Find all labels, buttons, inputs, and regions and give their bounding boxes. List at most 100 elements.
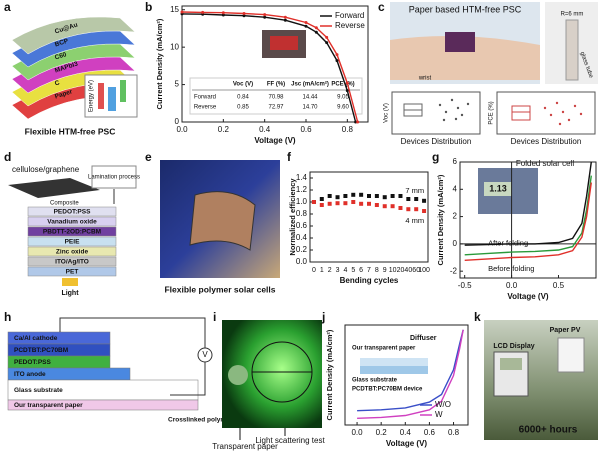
x-tick-label: -0.5 xyxy=(458,281,472,290)
inset-label: Energy (eV) xyxy=(89,80,95,112)
point xyxy=(327,194,332,198)
table-cell: 0.84 xyxy=(237,95,249,101)
plot-frame xyxy=(496,91,596,135)
plot-frame xyxy=(459,161,597,279)
y-axis-label: Current Density (mA/cm²) xyxy=(325,329,334,420)
y-axis-label: Normalized efficiency xyxy=(288,178,297,256)
point xyxy=(398,194,403,198)
panel-letter: a xyxy=(4,0,11,14)
layer-label: C60 xyxy=(54,51,68,61)
meter-display xyxy=(484,182,512,196)
x-axis-label: Voltage (V) xyxy=(386,439,428,448)
plot-frame xyxy=(391,91,481,135)
dot xyxy=(450,98,454,102)
layer xyxy=(7,399,199,411)
point xyxy=(374,203,379,207)
x-axis-label: Devices Distribution xyxy=(401,137,472,146)
x-tick-label: 40 xyxy=(404,267,412,274)
x-tick-label: 60 xyxy=(412,267,420,274)
point xyxy=(325,41,329,45)
point xyxy=(382,204,387,209)
table-cell: Reverse xyxy=(194,105,217,111)
table-cell: Forward xyxy=(194,95,216,101)
layer xyxy=(11,16,136,55)
x-tick-label: 0.4 xyxy=(259,125,271,134)
dot xyxy=(444,110,448,114)
table-cell: 14.70 xyxy=(302,105,318,111)
x-tick-label: 0.8 xyxy=(342,125,354,134)
panel-letter: f xyxy=(287,150,292,164)
series-line xyxy=(464,161,592,246)
energy-level xyxy=(108,87,116,111)
x-tick-label: 0.0 xyxy=(506,281,518,290)
legend-label: 7 mm xyxy=(405,186,424,195)
x-tick-label: 2 xyxy=(328,267,332,274)
dot xyxy=(561,110,565,114)
layer-label: PET xyxy=(66,269,79,276)
x-tick-label: 0.4 xyxy=(400,428,412,437)
dot xyxy=(466,102,470,106)
point xyxy=(351,192,356,197)
point xyxy=(343,194,348,198)
circuit xyxy=(59,317,206,396)
y-tick-label: 2 xyxy=(453,212,458,221)
paper-pv xyxy=(557,337,585,373)
y-tick-label: 0 xyxy=(453,239,458,248)
legend-label: W xyxy=(435,410,443,419)
x-tick-label: 0.5 xyxy=(553,281,565,290)
label: cellulose/graphene xyxy=(12,165,80,174)
x-tick-label: 0.0 xyxy=(351,428,363,437)
layer xyxy=(27,236,117,247)
y-tick-label: 0 xyxy=(175,117,180,126)
point xyxy=(367,194,371,198)
x-tick-label: 6 xyxy=(359,267,363,274)
point xyxy=(304,24,308,28)
legend-label: W/O xyxy=(435,400,451,409)
point xyxy=(382,195,387,200)
legend-label: Reverse xyxy=(335,21,365,30)
y-tick-label: 1.0 xyxy=(296,197,308,206)
label: LCD Display xyxy=(493,343,534,350)
legend-label: Before folding xyxy=(488,264,534,273)
y-tick-label: 6 xyxy=(453,157,458,166)
series-line xyxy=(357,329,464,412)
layer-label: Ca/Al cathode xyxy=(14,335,58,342)
panel-letter: c xyxy=(378,0,385,14)
x-tick-label: 0.2 xyxy=(376,428,388,437)
panel-letter: h xyxy=(4,310,11,324)
x-tick-label: 4 xyxy=(343,267,347,274)
point xyxy=(345,81,349,85)
table-cell: 0.85 xyxy=(237,105,249,111)
point xyxy=(221,13,225,17)
x-tick-label: 7 xyxy=(367,267,371,274)
panel-letter: g xyxy=(432,150,439,164)
table-header: PCE (%) xyxy=(331,82,354,88)
layer-label: PEDOT:PSS xyxy=(14,359,52,366)
label: wrist xyxy=(418,76,432,82)
point xyxy=(304,20,308,24)
point xyxy=(327,201,332,206)
point xyxy=(325,35,329,39)
dot xyxy=(543,106,547,110)
caption: Flexible polymer solar cells xyxy=(164,284,275,294)
composite-sheet xyxy=(8,178,100,198)
y-tick-label: 15 xyxy=(170,5,179,14)
dot xyxy=(558,122,562,126)
paper-layer xyxy=(360,358,428,366)
series-line xyxy=(357,329,464,419)
label: Crosslinked polymer xyxy=(168,417,233,424)
y-tick-label: 0.0 xyxy=(296,257,308,266)
paper-disc xyxy=(228,365,248,385)
panel-letter: i xyxy=(213,310,216,324)
table-cell: 72.97 xyxy=(268,105,284,111)
layer xyxy=(27,216,117,227)
table: Voc (V) FF (%) Jsc (mA/cm²) PCE (%) Forward 0… xyxy=(189,77,363,115)
layer-label: ITO/Ag/ITO xyxy=(55,259,89,266)
x-tick-label: 5 xyxy=(351,267,355,274)
process-box xyxy=(91,165,137,189)
point xyxy=(345,89,349,93)
panel-letter: d xyxy=(4,150,11,164)
light-arrow xyxy=(62,278,78,286)
dot xyxy=(460,113,464,117)
